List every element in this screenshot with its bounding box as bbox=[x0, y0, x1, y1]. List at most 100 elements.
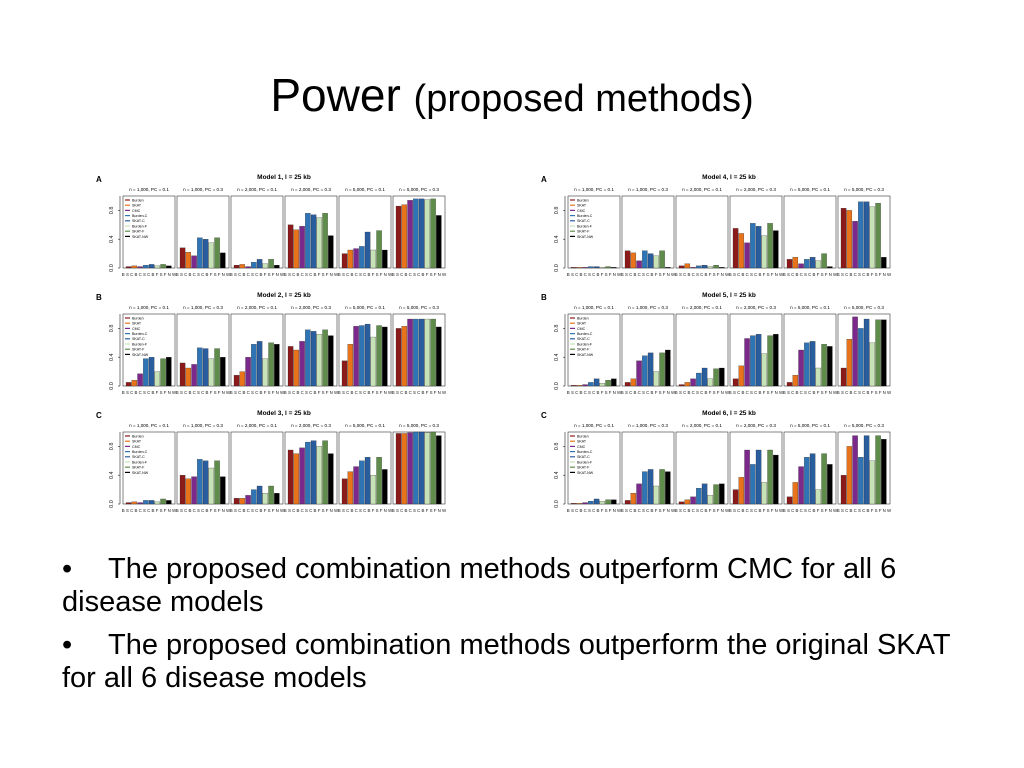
bar bbox=[322, 440, 328, 505]
group-label: n = 2,000, PC = 0.3 bbox=[736, 187, 776, 192]
y-tick-label: 0.0 bbox=[109, 382, 115, 390]
group-label: n = 1,000, PC = 0.1 bbox=[574, 187, 614, 192]
bar bbox=[815, 367, 822, 387]
group-label: n = 5,000, PC = 0.1 bbox=[345, 423, 385, 428]
group-label: n = 2,000, PC = 0.3 bbox=[291, 305, 331, 310]
legend-label: SKAT bbox=[132, 204, 142, 208]
bar bbox=[821, 253, 827, 269]
bullet-dot: • bbox=[62, 553, 73, 585]
bar bbox=[846, 339, 853, 387]
bar bbox=[798, 263, 804, 269]
bar bbox=[137, 266, 143, 269]
group-label: n = 5,000, PC = 0.1 bbox=[345, 187, 385, 192]
bar bbox=[767, 449, 773, 505]
bar bbox=[137, 502, 143, 505]
bar bbox=[840, 208, 847, 269]
bar bbox=[630, 252, 637, 269]
bar bbox=[755, 449, 762, 505]
y-tick-label: 0.0 bbox=[109, 500, 115, 508]
bar bbox=[413, 318, 419, 387]
bar bbox=[316, 446, 323, 505]
group-label: n = 5,000, PC = 0.3 bbox=[399, 187, 439, 192]
bar bbox=[719, 483, 725, 505]
y-tick-label: 0.4 bbox=[109, 471, 115, 479]
x-tick-label: B S C B C S C B F S F N W bbox=[729, 272, 784, 277]
bar bbox=[364, 231, 371, 269]
bar bbox=[143, 358, 149, 387]
group-label: n = 5,000, PC = 0.3 bbox=[399, 423, 439, 428]
bar bbox=[605, 380, 611, 387]
title-main: Power bbox=[270, 69, 401, 121]
bar bbox=[262, 493, 269, 505]
x-tick-label: B S C B C S C B F S F N W bbox=[392, 508, 447, 513]
bar bbox=[624, 250, 631, 269]
bar bbox=[305, 213, 311, 269]
legend-label: SKAT-F bbox=[577, 466, 590, 470]
x-tick-label: B S C B C S C B F S F N W bbox=[176, 508, 231, 513]
legend-label: SKAT-C bbox=[577, 337, 590, 341]
group-label: n = 1,000, PC = 0.3 bbox=[628, 305, 668, 310]
bar bbox=[588, 266, 594, 269]
group-label: n = 5,000, PC = 0.3 bbox=[844, 305, 884, 310]
legend-label: CMC bbox=[577, 445, 586, 449]
group-frame bbox=[122, 195, 176, 269]
bar bbox=[382, 469, 388, 505]
x-tick-label: B S C B C S C B F S F N W bbox=[621, 272, 676, 277]
legend-label: SKAT bbox=[132, 322, 142, 326]
bar bbox=[611, 499, 617, 505]
group-label: n = 2,000, PC = 0.1 bbox=[682, 423, 722, 428]
legend-label: Burden-C bbox=[132, 214, 148, 218]
bar bbox=[214, 237, 220, 269]
bar bbox=[401, 326, 408, 387]
bar bbox=[208, 242, 215, 269]
bar bbox=[430, 431, 436, 505]
bar bbox=[605, 266, 611, 269]
bar bbox=[684, 382, 691, 387]
bar bbox=[341, 478, 348, 505]
group-frame bbox=[230, 195, 284, 269]
bar bbox=[588, 382, 594, 387]
bar bbox=[593, 378, 600, 387]
bar bbox=[792, 375, 799, 387]
bar bbox=[202, 460, 209, 505]
bar bbox=[197, 237, 203, 269]
bar bbox=[143, 264, 149, 269]
x-tick-label: B S C B C S C B F S F N W bbox=[783, 390, 838, 395]
bar bbox=[869, 206, 876, 269]
y-tick-label: 0.8 bbox=[109, 443, 115, 451]
bar bbox=[413, 431, 419, 505]
figure-right-svg: A Model 4, l = 25 kb 0.0 0.4 0.8 n = 1,000, P… bbox=[541, 174, 892, 513]
legend-label: Burden-C bbox=[132, 332, 148, 336]
bar bbox=[767, 335, 773, 387]
bar bbox=[353, 248, 359, 269]
bar bbox=[148, 500, 155, 505]
bar bbox=[642, 250, 648, 269]
y-tick-label: 0.4 bbox=[109, 353, 115, 361]
bar bbox=[268, 342, 274, 387]
bar bbox=[659, 250, 665, 269]
bar bbox=[653, 485, 660, 505]
group-label: n = 5,000, PC = 0.3 bbox=[844, 423, 884, 428]
bar bbox=[642, 355, 648, 387]
bar bbox=[570, 385, 577, 387]
bar bbox=[160, 358, 166, 387]
bar bbox=[804, 259, 810, 269]
y-tick-label: 0.8 bbox=[554, 325, 560, 333]
bar bbox=[570, 503, 577, 505]
bar bbox=[202, 348, 209, 387]
bar bbox=[220, 476, 226, 505]
bar bbox=[732, 228, 739, 269]
panel-letter: A bbox=[541, 175, 547, 184]
bar bbox=[821, 453, 827, 505]
bullet-list: • The proposed combination methods outper… bbox=[62, 553, 962, 705]
bar bbox=[413, 198, 419, 269]
legend-label: Burden bbox=[132, 198, 144, 202]
bar bbox=[185, 478, 192, 505]
bar bbox=[131, 501, 138, 505]
slide-title: Power (proposed methods) bbox=[0, 68, 1024, 122]
bar bbox=[582, 267, 588, 269]
x-tick-label: B S C B C S C B F S F N W bbox=[122, 508, 177, 513]
bar bbox=[792, 482, 799, 505]
bar bbox=[611, 267, 617, 269]
